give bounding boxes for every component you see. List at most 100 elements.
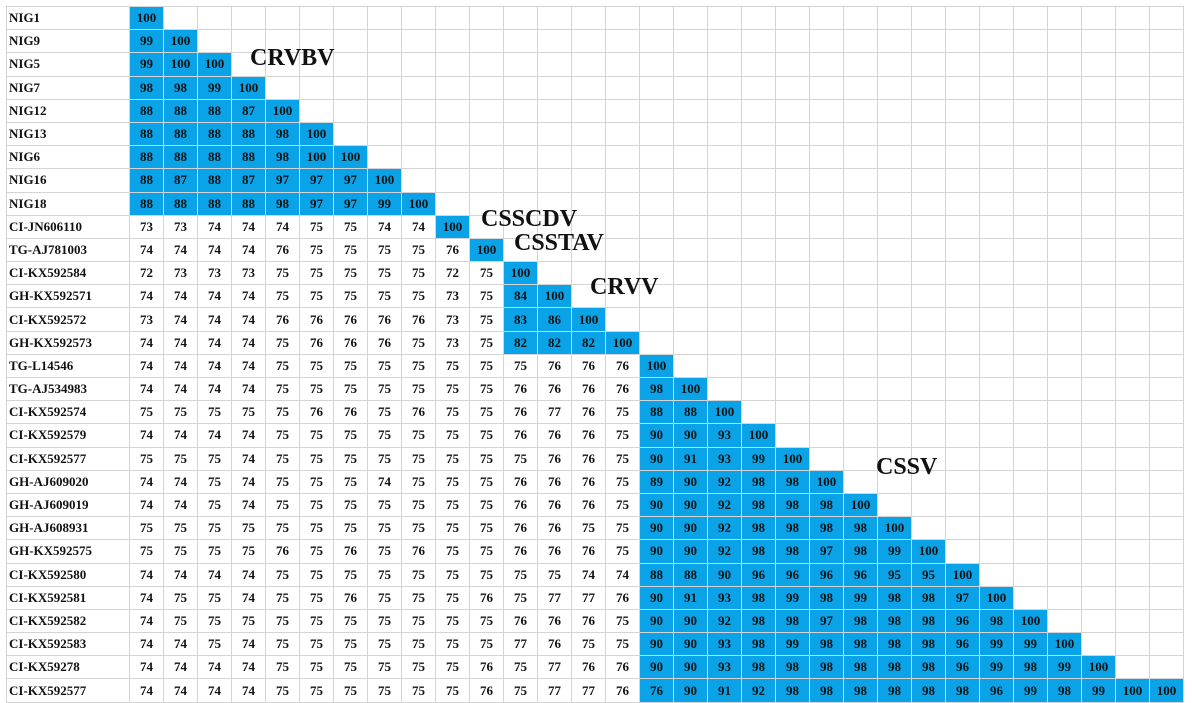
identity-cell: 74 <box>197 376 232 402</box>
identity-cell: 75 <box>197 516 232 541</box>
identity-cell: 74 <box>163 330 198 355</box>
identity-cell: 75 <box>367 492 402 518</box>
row-label: CI-KX592572 <box>6 307 130 332</box>
empty-cell <box>1149 145 1184 170</box>
empty-cell <box>1013 191 1048 216</box>
identity-cell: 74 <box>231 655 266 680</box>
empty-cell <box>537 121 572 147</box>
empty-cell <box>1115 423 1150 448</box>
identity-cell: 98 <box>775 516 810 541</box>
identity-cell: 75 <box>299 492 334 518</box>
matrix-row: CI-KX592580 74 74 74 74 75 75 75 75 75 75 75 75 75 74 7… <box>6 562 1184 587</box>
empty-cell <box>401 5 436 31</box>
empty-cell <box>605 98 640 123</box>
empty-cell <box>605 191 640 216</box>
identity-cell: 98 <box>809 655 844 680</box>
identity-cell: 74 <box>163 469 198 494</box>
empty-cell <box>707 168 742 193</box>
identity-cell: 75 <box>435 608 470 634</box>
empty-cell <box>741 75 776 100</box>
empty-cell <box>843 330 878 355</box>
identity-cell: 75 <box>333 655 368 680</box>
row-label: TG-AJ534983 <box>6 376 130 402</box>
empty-cell <box>1047 284 1082 309</box>
row-label: TG-AJ781003 <box>6 237 130 263</box>
identity-cell: 75 <box>435 585 470 610</box>
empty-cell <box>877 168 912 193</box>
empty-cell <box>979 284 1014 309</box>
empty-cell <box>673 145 708 170</box>
empty-cell <box>1013 307 1048 332</box>
empty-cell <box>265 75 300 100</box>
identity-cell: 75 <box>333 516 368 541</box>
identity-cell: 98 <box>945 678 980 703</box>
identity-cell: 88 <box>639 562 674 587</box>
empty-cell <box>775 284 810 309</box>
empty-cell <box>945 168 980 193</box>
empty-cell <box>911 353 946 379</box>
empty-cell <box>843 400 878 425</box>
identity-cell: 75 <box>163 585 198 610</box>
empty-cell <box>197 29 232 54</box>
empty-cell <box>605 168 640 193</box>
identity-cell: 92 <box>707 608 742 634</box>
empty-cell <box>707 353 742 379</box>
matrix-row: GH-KX592575 75 75 75 75 76 75 76 75 76 75 75 76 76 76 7… <box>6 539 1184 564</box>
empty-cell <box>1081 29 1116 54</box>
empty-cell <box>809 214 844 239</box>
identity-cell: 75 <box>299 469 334 494</box>
identity-cell: 75 <box>469 376 504 402</box>
identity-cell: 98 <box>741 632 776 657</box>
identity-cell: 92 <box>741 678 776 703</box>
identity-cell: 75 <box>401 261 436 286</box>
empty-cell <box>877 353 912 379</box>
identity-cell: 97 <box>265 168 300 193</box>
empty-cell <box>877 376 912 402</box>
empty-cell <box>503 52 538 77</box>
empty-cell <box>843 29 878 54</box>
empty-cell <box>979 562 1014 587</box>
identity-cell: 91 <box>707 678 742 703</box>
empty-cell <box>367 29 402 54</box>
identity-cell: 75 <box>299 562 334 587</box>
identity-cell: 75 <box>265 585 300 610</box>
identity-cell: 77 <box>537 585 572 610</box>
empty-cell <box>877 98 912 123</box>
identity-cell: 90 <box>673 632 708 657</box>
identity-cell: 75 <box>469 400 504 425</box>
empty-cell <box>1149 446 1184 471</box>
identity-cell: 75 <box>435 655 470 680</box>
empty-cell <box>979 492 1014 518</box>
empty-cell <box>435 29 470 54</box>
empty-cell <box>367 52 402 77</box>
empty-cell <box>673 168 708 193</box>
identity-cell: 76 <box>571 655 606 680</box>
identity-cell: 90 <box>639 516 674 541</box>
identity-cell: 76 <box>571 608 606 634</box>
identity-cell: 88 <box>197 98 232 123</box>
empty-cell <box>1149 469 1184 494</box>
empty-cell <box>945 376 980 402</box>
identity-cell: 75 <box>299 516 334 541</box>
empty-cell <box>707 376 742 402</box>
identity-cell: 75 <box>367 585 402 610</box>
empty-cell <box>877 52 912 77</box>
identity-cell: 98 <box>775 608 810 634</box>
identity-cell: 73 <box>197 261 232 286</box>
empty-cell <box>809 191 844 216</box>
empty-cell <box>707 98 742 123</box>
empty-cell <box>537 191 572 216</box>
identity-cell: 76 <box>537 516 572 541</box>
identity-cell: 88 <box>129 145 164 170</box>
empty-cell <box>1013 423 1048 448</box>
identity-cell: 96 <box>945 655 980 680</box>
identity-cell: 75 <box>333 237 368 263</box>
identity-cell: 100 <box>639 353 674 379</box>
empty-cell <box>367 75 402 100</box>
empty-cell <box>775 29 810 54</box>
identity-cell: 75 <box>299 214 334 239</box>
identity-cell: 88 <box>163 145 198 170</box>
empty-cell <box>945 145 980 170</box>
identity-cell: 75 <box>163 516 198 541</box>
empty-cell <box>1081 168 1116 193</box>
